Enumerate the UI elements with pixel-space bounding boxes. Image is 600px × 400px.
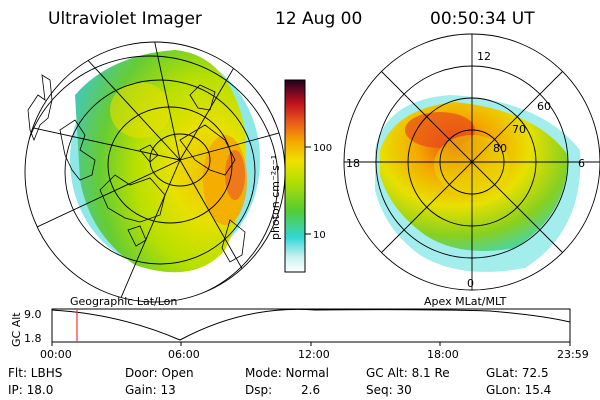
lat-lon-grid	[25, 42, 285, 302]
altitude-ylabel: GC Alt	[10, 312, 23, 347]
colorbar-label: photon cm⁻²s⁻¹	[269, 155, 282, 240]
colorbar-tick-10: 10	[313, 230, 326, 241]
info-gc-alt: GC Alt: 8.1 Re	[366, 366, 450, 380]
mlt-label-0: 0	[467, 277, 474, 290]
intensity-colorbar: 100 10 photon cm⁻²s⁻¹	[269, 79, 332, 273]
info-dsp-label: Dsp:	[245, 383, 272, 397]
info-dsp-value: 2.6	[301, 383, 320, 397]
mlat-mlt-grid	[343, 33, 600, 291]
info-mode: Mode: Normal	[245, 366, 329, 380]
info-gain: Gain: 13	[125, 383, 176, 397]
info-filter: Flt: LBHS	[8, 366, 62, 380]
info-ip: IP: 18.0	[8, 383, 53, 397]
info-glon: GLon: 15.4	[486, 383, 551, 397]
time-tick-1200: 12:00	[298, 348, 330, 361]
time-tick-2359: 23:59	[557, 348, 589, 361]
info-seq: Seq: 30	[366, 383, 412, 397]
geographic-caption: Geographic Lat/Lon	[70, 295, 177, 308]
altitude-ytick-1-8: 1.8	[24, 332, 42, 345]
altitude-curve	[51, 308, 571, 341]
mlt-label-6: 6	[578, 157, 585, 170]
altitude-strip-frame	[51, 308, 571, 343]
app-title: Ultraviolet Imager	[48, 9, 202, 29]
info-footer: Flt: LBHS IP: 18.0 Door: Open Gain: 13 M…	[8, 366, 551, 397]
time-tick-0000: 00:00	[40, 348, 72, 361]
colorbar-tick-100: 100	[313, 143, 332, 154]
magnetic-caption: Apex MLat/MLT	[424, 295, 507, 308]
date-label: 12 Aug 00	[275, 9, 362, 29]
altitude-strip: GC Alt 9.0 1.8 00:00 06:00 12:00 18:00 2…	[10, 308, 589, 361]
magnetic-polar-plot: 12 18 6 0 60 70 80	[343, 33, 600, 291]
geographic-image	[24, 41, 286, 303]
time-tick-1800: 18:00	[427, 348, 459, 361]
time-tick-0600: 06:00	[168, 348, 200, 361]
altitude-ytick-9: 9.0	[24, 308, 42, 321]
mlt-label-12: 12	[477, 50, 491, 63]
info-glat: GLat: 72.5	[486, 366, 549, 380]
mlat-label-80: 80	[493, 142, 507, 155]
time-label: 00:50:34 UT	[430, 9, 535, 29]
info-door: Door: Open	[125, 366, 194, 380]
mlat-label-70: 70	[512, 123, 526, 136]
mlt-label-18: 18	[346, 157, 360, 170]
mlat-label-60: 60	[537, 100, 551, 113]
